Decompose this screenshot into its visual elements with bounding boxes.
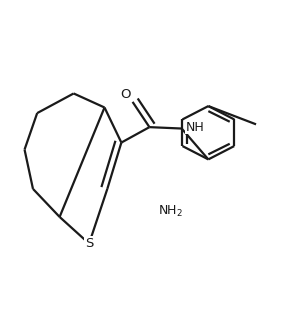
Text: NH: NH xyxy=(186,121,205,134)
Text: S: S xyxy=(85,237,93,250)
Text: O: O xyxy=(120,88,131,101)
Text: NH$_2$: NH$_2$ xyxy=(158,204,183,219)
